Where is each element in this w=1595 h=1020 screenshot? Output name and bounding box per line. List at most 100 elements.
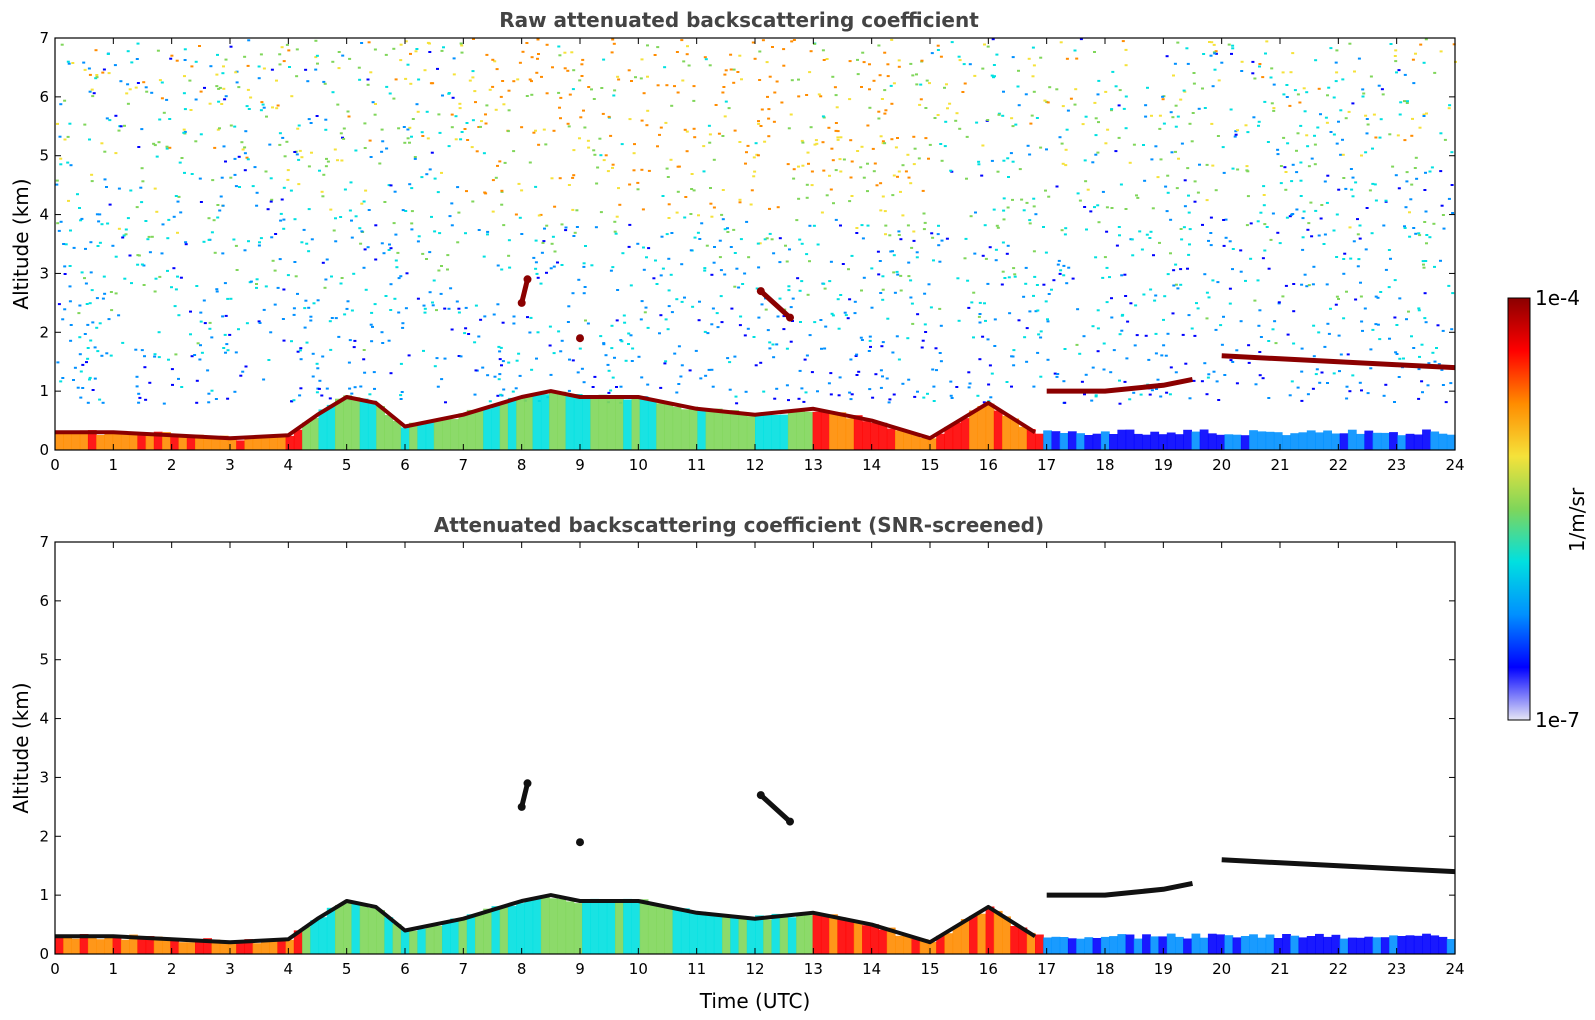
- noise-pixel: [778, 261, 782, 264]
- y-tick-label: 1: [39, 382, 49, 400]
- noise-pixel: [683, 216, 687, 219]
- noise-pixel: [399, 394, 403, 397]
- noise-pixel: [1393, 401, 1396, 403]
- noise-pixel: [1124, 64, 1128, 67]
- noise-pixel: [474, 369, 478, 372]
- noise-pixel: [943, 86, 946, 89]
- noise-pixel: [278, 143, 282, 146]
- noise-pixel: [1314, 59, 1318, 62]
- noise-pixel: [1175, 187, 1179, 190]
- noise-pixel: [934, 347, 938, 350]
- noise-pixel: [707, 124, 711, 127]
- noise-pixel: [548, 325, 552, 328]
- noise-pixel: [887, 401, 891, 404]
- noise-pixel: [282, 186, 286, 189]
- noise-pixel: [140, 263, 144, 266]
- boundary-layer-column: [1026, 429, 1036, 450]
- noise-pixel: [1351, 195, 1355, 198]
- noise-pixel: [160, 252, 164, 255]
- noise-pixel: [89, 339, 93, 342]
- noise-pixel: [673, 85, 676, 88]
- noise-pixel: [1205, 199, 1209, 202]
- noise-pixel: [198, 45, 201, 47]
- noise-pixel: [599, 335, 603, 338]
- noise-pixel: [481, 366, 485, 369]
- noise-pixel: [866, 190, 869, 193]
- noise-pixel: [234, 185, 238, 188]
- noise-pixel: [642, 268, 646, 271]
- boundary-layer-column: [862, 925, 871, 954]
- noise-pixel: [1337, 188, 1341, 191]
- noise-pixel: [556, 261, 559, 264]
- noise-pixel: [754, 364, 758, 367]
- noise-pixel: [965, 135, 969, 138]
- noise-pixel: [967, 371, 971, 374]
- noise-pixel: [113, 64, 117, 67]
- noise-pixel: [868, 63, 871, 66]
- noise-pixel: [371, 101, 375, 104]
- noise-pixel: [1016, 85, 1020, 88]
- noise-pixel: [1324, 116, 1328, 119]
- noise-pixel: [932, 385, 936, 388]
- noise-pixel: [473, 393, 477, 396]
- noise-pixel: [1039, 56, 1043, 59]
- noise-pixel: [1065, 57, 1069, 60]
- noise-pixel: [1258, 309, 1262, 312]
- noise-pixel: [177, 314, 181, 317]
- noise-pixel: [540, 251, 544, 254]
- noise-pixel: [1348, 226, 1352, 229]
- noise-pixel: [754, 142, 758, 145]
- boundary-layer-column: [672, 406, 682, 450]
- noise-pixel: [685, 130, 689, 133]
- noise-pixel: [897, 170, 901, 173]
- x-tick-label: 17: [1037, 456, 1056, 474]
- noise-pixel: [613, 356, 616, 359]
- noise-pixel: [224, 58, 228, 61]
- noise-pixel: [717, 132, 721, 135]
- noise-pixel: [482, 152, 486, 155]
- noise-pixel: [806, 151, 810, 154]
- noise-pixel: [896, 273, 900, 276]
- boundary-layer-column: [820, 411, 830, 450]
- boundary-layer-column: [919, 438, 929, 450]
- boundary-layer-column: [1397, 435, 1407, 450]
- noise-pixel: [1039, 375, 1043, 378]
- colorbar-min-label: 1e-7: [1535, 708, 1580, 732]
- noise-pixel: [332, 229, 336, 232]
- noise-pixel: [1034, 213, 1038, 216]
- noise-pixel: [499, 95, 503, 98]
- noise-pixel: [315, 54, 319, 57]
- noise-pixel: [1422, 61, 1426, 64]
- noise-pixel: [619, 385, 623, 388]
- noise-pixel: [370, 311, 374, 314]
- noise-pixel: [945, 83, 948, 86]
- noise-pixel: [1285, 96, 1289, 98]
- noise-pixel: [211, 179, 215, 182]
- noise-pixel: [534, 267, 538, 270]
- noise-pixel: [1039, 146, 1043, 149]
- noise-pixel: [121, 341, 125, 344]
- noise-pixel: [1091, 161, 1095, 164]
- noise-pixel: [768, 75, 772, 78]
- x-tick-label: 11: [687, 456, 706, 474]
- noise-pixel: [399, 362, 403, 365]
- noise-pixel: [135, 385, 139, 388]
- noise-pixel: [634, 76, 637, 79]
- noise-pixel: [86, 323, 90, 326]
- noise-pixel: [1150, 389, 1154, 392]
- noise-pixel: [91, 321, 95, 324]
- noise-pixel: [1257, 120, 1261, 123]
- noise-pixel: [789, 306, 793, 309]
- noise-pixel: [1132, 391, 1136, 394]
- noise-pixel: [923, 292, 927, 295]
- noise-pixel: [1032, 90, 1036, 93]
- noise-pixel: [176, 200, 180, 203]
- noise-pixel: [654, 259, 657, 262]
- noise-pixel: [975, 121, 979, 124]
- noise-pixel: [1282, 136, 1286, 139]
- noise-pixel: [1334, 61, 1338, 64]
- noise-pixel: [413, 156, 417, 158]
- noise-pixel: [920, 59, 924, 62]
- noise-pixel: [389, 184, 393, 187]
- noise-pixel: [1417, 368, 1421, 371]
